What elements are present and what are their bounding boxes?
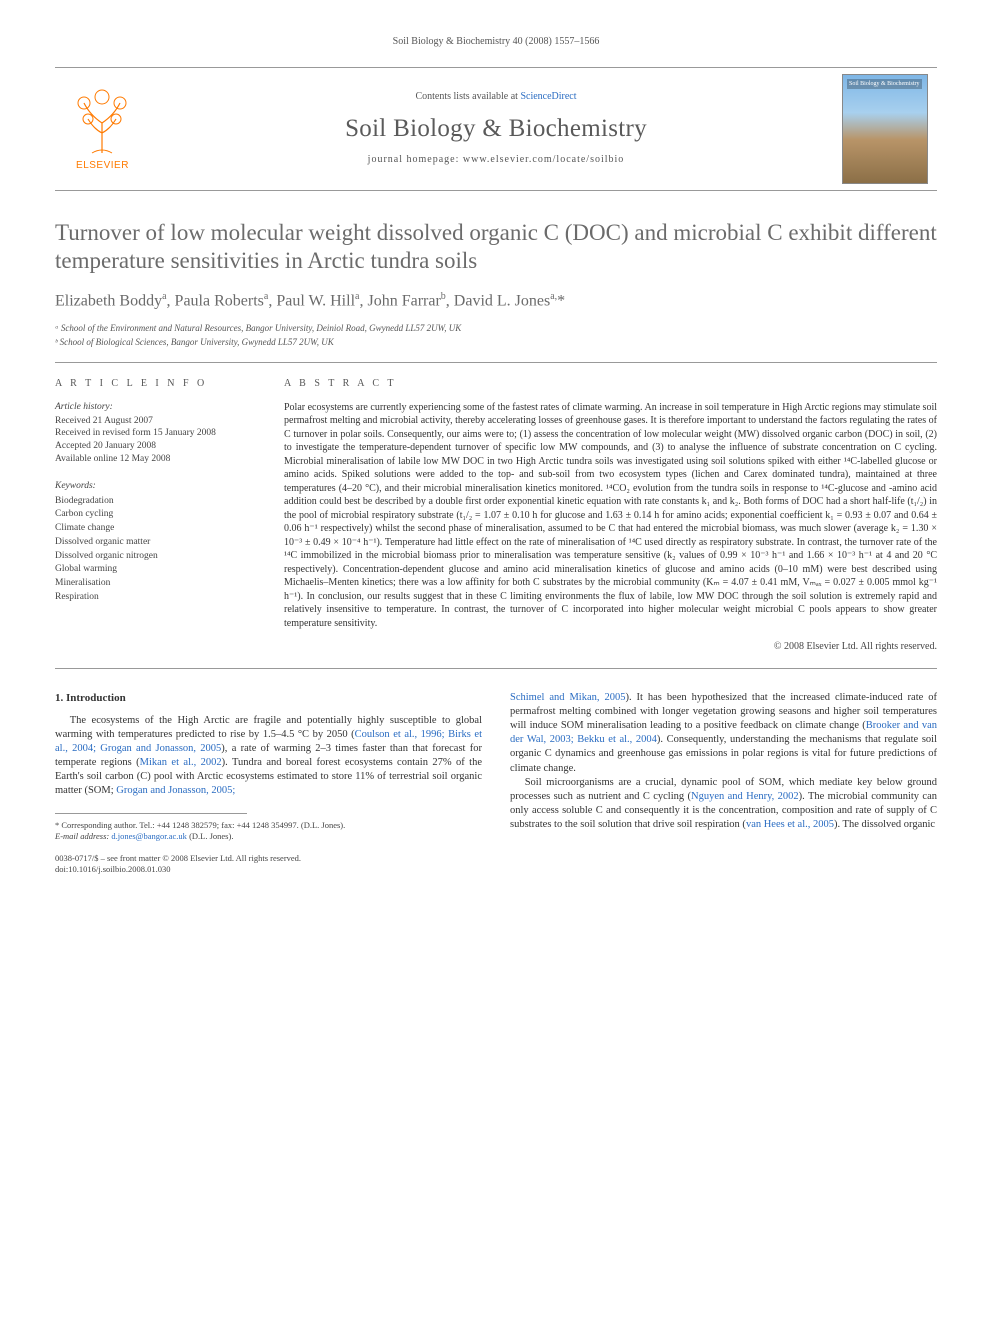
- keyword: Carbon cycling: [55, 508, 256, 522]
- body-col-left: 1. Introduction The ecosystems of the Hi…: [55, 691, 482, 876]
- affiliation-a: ᵃ School of the Environment and Natural …: [55, 322, 937, 334]
- masthead: ELSEVIER Contents lists available at Sci…: [55, 67, 937, 191]
- keyword: Dissolved organic matter: [55, 536, 256, 550]
- journal-name: Soil Biology & Biochemistry: [158, 112, 834, 146]
- abstract-label: A B S T R A C T: [284, 377, 937, 391]
- doi-line: doi:10.1016/j.soilbio.2008.01.030: [55, 864, 482, 875]
- cover-label: Soil Biology & Biochemistry: [847, 79, 922, 89]
- abstract-text: Polar ecosystems are currently experienc…: [284, 401, 937, 631]
- history-accepted: Accepted 20 January 2008: [55, 440, 256, 453]
- history-received: Received 21 August 2007: [55, 415, 256, 428]
- authors: Elizabeth Boddya, Paula Robertsa, Paul W…: [55, 290, 937, 312]
- intro-heading: 1. Introduction: [55, 691, 482, 706]
- body-text: ). The dissolved organic: [834, 819, 935, 830]
- abstract-part: ¹⁴CO₂ evolution from the tundra soils in…: [284, 483, 937, 629]
- citation-link[interactable]: Grogan and Jonasson, 2005;: [116, 785, 235, 796]
- sciencedirect-link[interactable]: ScienceDirect: [520, 91, 576, 102]
- citation-link[interactable]: Mikan et al., 2002: [140, 757, 222, 768]
- email-link[interactable]: d.jones@bangor.ac.uk: [111, 831, 187, 841]
- email-footnote: E-mail address: d.jones@bangor.ac.uk (D.…: [55, 831, 482, 842]
- corresponding-footnote: * Corresponding author. Tel.: +44 1248 3…: [55, 820, 482, 831]
- article-info-label: A R T I C L E I N F O: [55, 377, 256, 391]
- citation-link[interactable]: Nguyen and Henry, 2002: [691, 791, 799, 802]
- article-title: Turnover of low molecular weight dissolv…: [55, 219, 937, 277]
- citation-link[interactable]: van Hees et al., 2005: [746, 819, 834, 830]
- homepage-url[interactable]: www.elsevier.com/locate/soilbio: [463, 154, 624, 165]
- abstract-copyright: © 2008 Elsevier Ltd. All rights reserved…: [284, 640, 937, 654]
- history-revised: Received in revised form 15 January 2008: [55, 427, 256, 440]
- keyword: Global warming: [55, 563, 256, 577]
- running-head: Soil Biology & Biochemistry 40 (2008) 15…: [55, 35, 937, 49]
- history-heading: Article history:: [55, 401, 256, 414]
- affiliations: ᵃ School of the Environment and Natural …: [55, 322, 937, 348]
- body-columns: 1. Introduction The ecosystems of the Hi…: [55, 691, 937, 876]
- homepage-prefix: journal homepage:: [368, 154, 463, 165]
- keyword: Mineralisation: [55, 577, 256, 591]
- history-online: Available online 12 May 2008: [55, 453, 256, 466]
- citation-link[interactable]: Schimel and Mikan, 2005: [510, 692, 625, 703]
- keyword: Dissolved organic nitrogen: [55, 550, 256, 564]
- keywords-heading: Keywords:: [55, 480, 256, 494]
- front-matter-line: 0038-0717/$ – see front matter © 2008 El…: [55, 853, 482, 864]
- article-history: Article history: Received 21 August 2007…: [55, 401, 256, 466]
- footnote-separator: [55, 813, 247, 814]
- journal-cover-thumb: Soil Biology & Biochemistry: [842, 74, 928, 184]
- keyword: Biodegradation: [55, 495, 256, 509]
- keywords-block: Keywords: Biodegradation Carbon cycling …: [55, 480, 256, 605]
- email-label: E-mail address:: [55, 831, 111, 841]
- abstract-column: A B S T R A C T Polar ecosystems are cur…: [270, 363, 937, 668]
- elsevier-tree-logo: [70, 85, 135, 157]
- keyword: Respiration: [55, 591, 256, 605]
- publisher-name: ELSEVIER: [76, 159, 129, 173]
- contents-prefix: Contents lists available at: [415, 91, 520, 102]
- contents-line: Contents lists available at ScienceDirec…: [158, 90, 834, 104]
- email-suffix: (D.L. Jones).: [187, 831, 234, 841]
- article-info-column: A R T I C L E I N F O Article history: R…: [55, 363, 270, 668]
- body-col-right: Schimel and Mikan, 2005). It has been hy…: [510, 691, 937, 876]
- abstract-part: Polar ecosystems are currently experienc…: [284, 402, 937, 467]
- journal-homepage: journal homepage: www.elsevier.com/locat…: [158, 153, 834, 167]
- keyword: Climate change: [55, 522, 256, 536]
- publisher-block: ELSEVIER: [55, 85, 150, 173]
- doi-block: 0038-0717/$ – see front matter © 2008 El…: [55, 853, 482, 876]
- affiliation-b: ᵇ School of Biological Sciences, Bangor …: [55, 336, 937, 348]
